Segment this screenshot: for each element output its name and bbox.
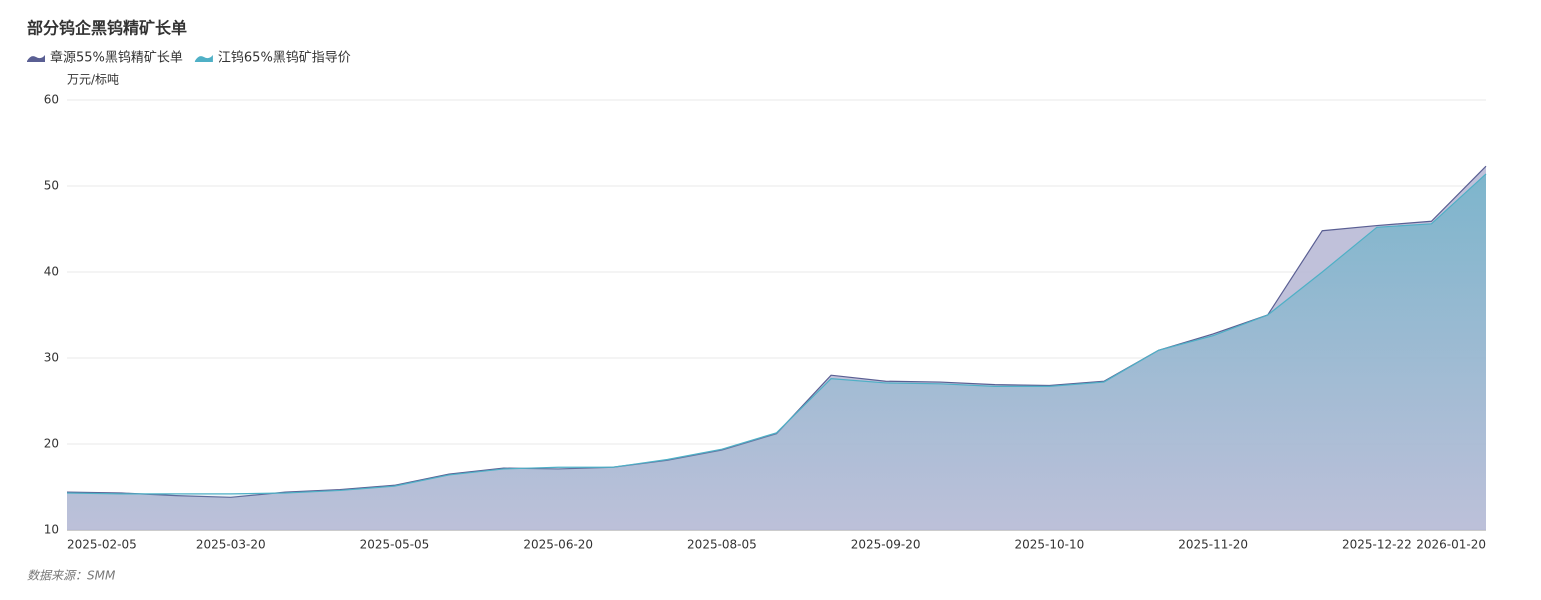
x-tick-label: 2025-11-20 [1178, 538, 1248, 552]
x-tick-label: 2025-10-10 [1015, 538, 1085, 552]
y-tick-label: 20 [44, 437, 59, 451]
line [66, 173, 1487, 495]
source: 数据来源：SMM [27, 569, 116, 583]
legend-icon [194, 55, 213, 62]
x-tick-label: 2025-06-20 [523, 538, 593, 552]
x-tick-label: 2025-08-05 [687, 538, 757, 552]
legend-label: 江钨65%黑钨矿指导价 [218, 50, 351, 66]
x-tick-label: 2026-01-20 [1416, 538, 1486, 552]
legend-label: 章源55%黑钨精矿长单 [50, 50, 183, 66]
x-tick-label: 2025-02-05 [67, 538, 137, 552]
legend-icon [27, 55, 45, 62]
x-tick-label: 2025-12-22 [1342, 538, 1412, 552]
y-axis-label: 万元/标吨 [67, 73, 119, 87]
y-tick-label: 40 [44, 265, 59, 279]
x-tick-label: 2025-09-20 [851, 538, 921, 552]
area [67, 173, 1486, 530]
chart-title: 部分钨企黑钨精矿长单 [27, 19, 187, 38]
y-tick-label: 30 [44, 351, 59, 365]
y-tick-label: 10 [44, 523, 59, 537]
x-tick-label: 2025-05-05 [360, 538, 430, 552]
y-tick-label: 50 [44, 179, 59, 193]
x-tick-label: 2025-03-20 [196, 538, 266, 552]
y-tick-label: 60 [44, 93, 59, 107]
